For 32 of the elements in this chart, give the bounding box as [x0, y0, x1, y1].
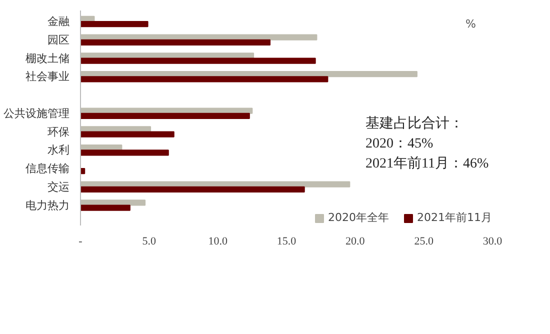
bar	[80, 204, 130, 211]
annotation: 基建占比合计：	[366, 116, 464, 132]
y-tick-label: 棚改土储	[26, 52, 70, 65]
x-tick-label: 15.0	[276, 236, 297, 248]
x-tick-label: -	[78, 236, 83, 248]
x-tick-label: 20.0	[346, 236, 366, 248]
y-tick-label: 公共设施管理	[4, 106, 70, 120]
y-tick-label: 电力热力	[26, 198, 70, 212]
y-tick-label: 交运	[48, 180, 70, 194]
bar	[80, 131, 174, 138]
x-tick-label: 5.0	[142, 236, 157, 248]
bar	[80, 186, 305, 193]
bar	[80, 150, 169, 156]
y-tick-label: 金融	[48, 15, 70, 28]
annotation: %	[466, 18, 476, 30]
legend-label: 2020年全年	[328, 210, 389, 225]
bar	[80, 58, 316, 64]
bar	[80, 39, 271, 46]
annotation: 2020：45%	[366, 136, 434, 152]
x-tick-label: 25.0	[414, 236, 434, 248]
y-tick-label: 环保	[48, 125, 70, 138]
bar	[80, 21, 148, 28]
y-tick-label: 社会事业	[26, 70, 70, 84]
bar	[80, 112, 250, 120]
x-tick-label: 10.0	[208, 236, 228, 248]
y-tick-label: 信息传输	[26, 162, 70, 176]
y-tick-label: 水利	[48, 144, 70, 157]
x-tick-label: 30.0	[482, 236, 503, 248]
y-tick-label: 园区	[48, 33, 70, 46]
legend-label: 2021年前11月	[417, 210, 492, 225]
bar	[80, 76, 328, 82]
annotation: 2021年前11月：46%	[366, 156, 489, 172]
